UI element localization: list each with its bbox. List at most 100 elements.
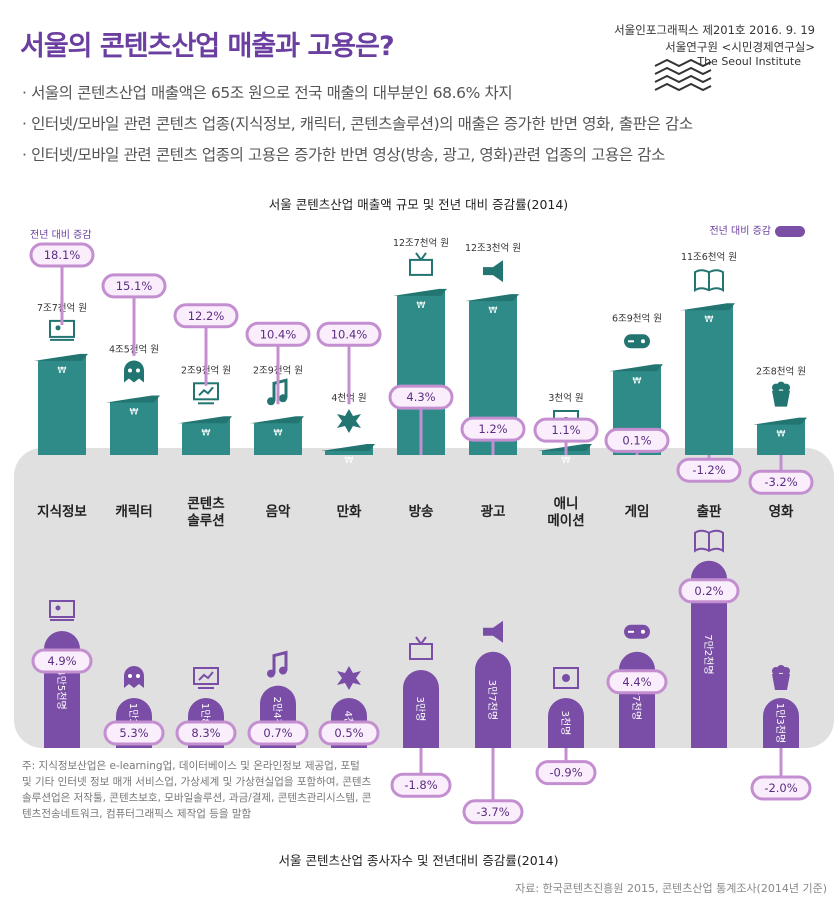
summary-bullet: 인터넷/모바일 관련 콘텐츠 업종(지식정보, 캐릭터, 콘텐츠솔루션)의 매출… xyxy=(22,109,693,140)
book-icon xyxy=(694,529,724,553)
organization-name: 서울연구원 <시민경제연구실> xyxy=(665,40,815,54)
revenue-value-label: 6조9천억 원 xyxy=(612,312,662,324)
employment-bar xyxy=(691,560,727,748)
tv-icon xyxy=(409,252,433,276)
revenue-bar xyxy=(469,295,517,455)
revenue-chart-title: 서울 콘텐츠산업 매출액 규모 및 전년 대비 증감률(2014) xyxy=(268,197,569,212)
legend-change: 전년 대비 증감 xyxy=(709,222,805,237)
won-symbol: ₩ xyxy=(345,456,354,466)
employment-change-label: 5.3% xyxy=(119,726,148,740)
revenue-change-label: 0.1% xyxy=(622,433,651,447)
won-symbol: ₩ xyxy=(130,408,139,418)
employment-bar xyxy=(475,651,511,748)
comic-burst-icon xyxy=(337,666,361,690)
revenue-bar-top xyxy=(393,288,447,296)
book-icon xyxy=(694,269,724,293)
employment-change-label: 4.9% xyxy=(47,654,76,668)
revenue-value-label: 2조8천억 원 xyxy=(756,366,806,378)
film-icon xyxy=(553,667,579,689)
gamepad-icon xyxy=(624,334,650,349)
revenue-bar-top xyxy=(609,364,663,372)
employment-change-label: 0.5% xyxy=(334,726,363,740)
employment-change-label: 4.4% xyxy=(622,675,651,689)
revenue-change-pill xyxy=(29,242,95,268)
category-label: 영화 xyxy=(769,503,794,520)
employment-change-label: -0.9% xyxy=(549,766,582,780)
revenue-change-pill xyxy=(316,321,382,347)
revenue-bar xyxy=(397,289,445,455)
revenue-value-label: 12조3천억 원 xyxy=(465,242,521,254)
megaphone-icon xyxy=(483,620,503,643)
revenue-change-pill xyxy=(101,273,167,299)
category-label: 솔루션 xyxy=(187,512,224,529)
employment-change-pill xyxy=(750,775,812,801)
revenue-change-pill xyxy=(460,416,526,442)
category-label: 애니 xyxy=(554,496,579,512)
employment-bar xyxy=(763,698,799,748)
revenue-bar-top xyxy=(250,416,304,424)
employment-value-label: 3만7천명 xyxy=(486,680,498,720)
employment-change-label: -3.7% xyxy=(476,805,509,819)
revenue-value-label: 12조7천억 원 xyxy=(393,237,449,249)
legend-swatch xyxy=(775,225,805,237)
employment-value-label: 4만5천명 xyxy=(55,669,67,709)
megaphone-icon xyxy=(483,260,503,283)
issue-info: 서울인포그래픽스 제201호 2016. 9. 19 xyxy=(614,23,815,37)
employment-change-pill xyxy=(678,578,740,604)
legend-label: 전년 대비 증감 xyxy=(709,226,771,237)
source-note: 자료: 한국콘텐츠진흥원 2015, 콘텐츠산업 통계조사(2014년 기준) xyxy=(515,882,827,895)
footnote: 주: 지식정보산업은 e-learning업, 데이터베이스 및 온라인정보 제… xyxy=(22,760,372,820)
category-label: 콘텐츠 xyxy=(187,495,225,512)
employment-chart-title: 서울 콘텐츠산업 종사자수 및 전년대비 증감률(2014) xyxy=(278,853,559,868)
revenue-change-pill xyxy=(173,303,239,329)
category-label: 게임 xyxy=(625,504,650,520)
popcorn-icon xyxy=(772,381,790,407)
revenue-change-label: 15.1% xyxy=(116,279,153,293)
category-label: 방송 xyxy=(409,503,434,520)
monitor-chart-icon xyxy=(193,382,219,405)
won-symbol: ₩ xyxy=(633,376,642,386)
employment-change-pill xyxy=(31,648,93,674)
employment-value-label: 7만2천명 xyxy=(702,634,714,674)
revenue-change-label: 10.4% xyxy=(260,327,297,341)
employment-value-label: 1만3천명 xyxy=(774,703,786,743)
employment-change-label: 0.7% xyxy=(263,726,292,740)
employment-change-pill xyxy=(175,720,237,746)
revenue-bar-top xyxy=(681,303,735,311)
employment-value-label: 3천명 xyxy=(559,711,571,736)
revenue-bar xyxy=(685,304,733,455)
revenue-change-label: 1.1% xyxy=(551,423,580,437)
employment-change-label: 0.2% xyxy=(694,584,723,598)
revenue-change-pill xyxy=(676,457,742,483)
employment-bar xyxy=(403,670,439,748)
category-label: 메이션 xyxy=(547,512,584,529)
revenue-change-label: 1.2% xyxy=(478,422,507,436)
revenue-bar-top xyxy=(34,353,88,361)
revenue-bar xyxy=(254,417,302,455)
tv-icon xyxy=(409,636,433,660)
category-label: 출판 xyxy=(697,503,722,520)
won-symbol: ₩ xyxy=(777,430,786,440)
won-symbol: ₩ xyxy=(202,428,211,438)
employment-change-label: -1.8% xyxy=(404,778,437,792)
monitor-chart-icon xyxy=(193,667,219,689)
music-note-icon xyxy=(267,650,288,678)
gamepad-icon xyxy=(624,624,650,639)
revenue-change-label: -3.2% xyxy=(764,475,797,489)
revenue-bar-top xyxy=(321,444,375,451)
category-label: 음악 xyxy=(266,503,291,520)
ghost-icon xyxy=(124,666,144,688)
won-symbol: ₩ xyxy=(417,301,426,311)
page-title: 서울의 콘텐츠산업 매출과 고용은? xyxy=(20,31,395,62)
employment-change-pill xyxy=(103,720,165,746)
employment-change-pill xyxy=(390,772,452,798)
revenue-bar-top xyxy=(465,294,519,302)
revenue-bar-top xyxy=(178,416,232,424)
revenue-bar-top xyxy=(753,417,807,425)
summary-bullet: 서울의 콘텐츠산업 매출액은 65조 원으로 전국 매출의 대부분인 68.6%… xyxy=(22,78,693,109)
revenue-bar xyxy=(110,396,158,455)
music-note-icon xyxy=(267,378,288,406)
organization-english-name: The Seoul Institute xyxy=(697,55,801,68)
won-symbol: ₩ xyxy=(58,366,67,376)
revenue-change-label: 10.4% xyxy=(331,327,368,341)
